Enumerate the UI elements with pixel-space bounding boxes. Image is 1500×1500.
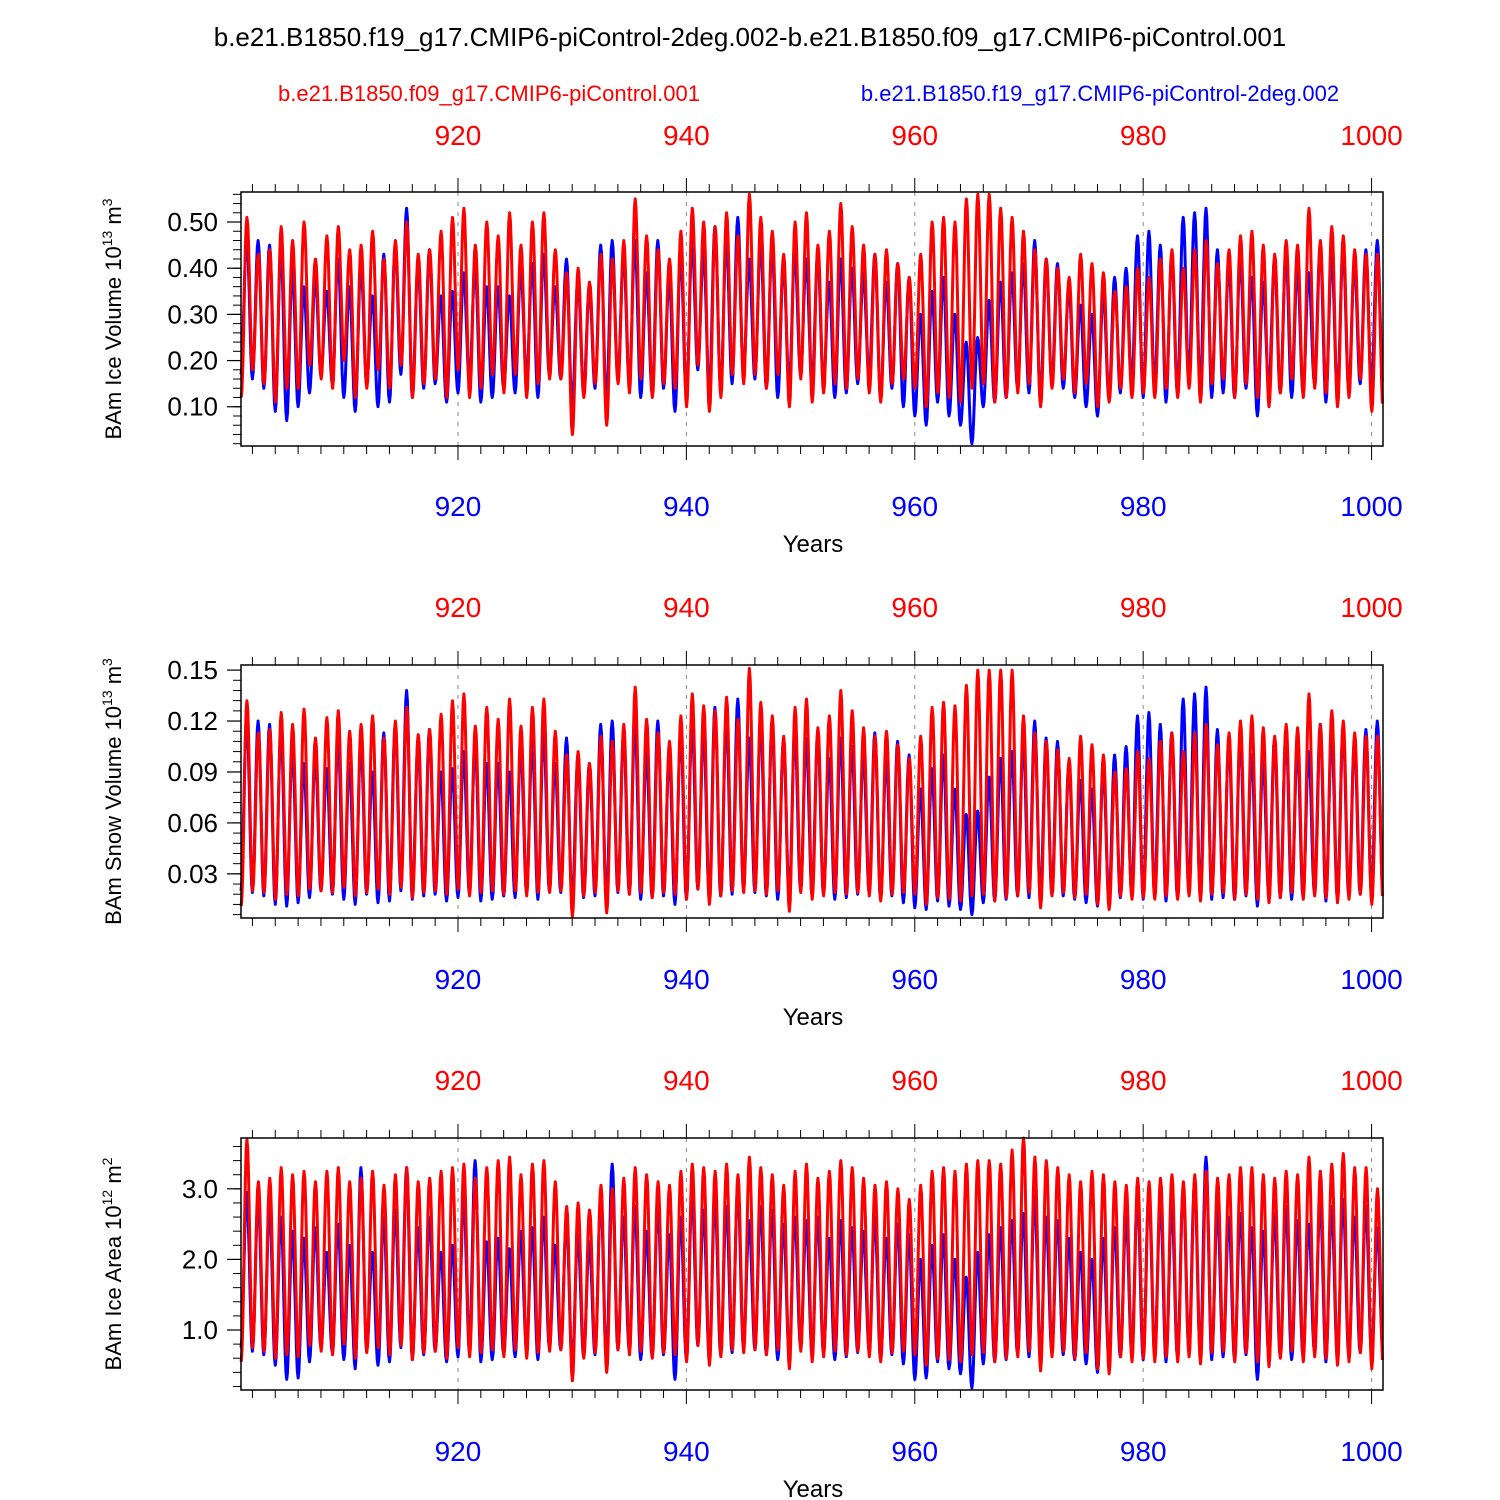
x-tick-label-bottom: 940 (663, 964, 710, 995)
x-tick-label-bottom: 940 (663, 491, 710, 522)
figure-title: b.e21.B1850.f19_g17.CMIP6-piControl-2deg… (214, 22, 1287, 52)
y-axis-label-ylabel-main: BAm Ice Area 10 (101, 1205, 126, 1370)
y-axis-label-ylabel-unit-exp: 3 (99, 198, 115, 206)
series-line-red (239, 192, 1384, 436)
x-tick-label-top: 980 (1120, 120, 1167, 151)
x-axis-label: Years (783, 1476, 844, 1500)
x-tick-label-top: 920 (435, 1065, 482, 1096)
plot-frame (240, 664, 1384, 919)
x-tick-label-top: 940 (663, 1065, 710, 1096)
y-axis-label: BAm Ice Area 1012 m2 (99, 1157, 126, 1370)
y-tick-label: 3.0 (182, 1174, 218, 1204)
y-axis-label-ylabel-exp: 12 (99, 1190, 115, 1206)
y-axis-label-ylabel-exp: 13 (99, 690, 115, 706)
y-tick-label: 0.10 (167, 392, 218, 422)
x-axis-label: Years (783, 531, 844, 558)
legend-red-label: b.e21.B1850.f09_g17.CMIP6-piControl.001 (278, 81, 700, 106)
x-tick-label-bottom: 960 (891, 491, 938, 522)
x-tick-label-top: 1000 (1340, 592, 1402, 623)
y-tick-label: 1.0 (182, 1315, 218, 1345)
plot-frame (240, 191, 1384, 447)
x-tick-label-bottom: 980 (1120, 1436, 1167, 1467)
series-line-blue (239, 206, 1384, 446)
y-tick-label: 0.06 (167, 808, 218, 838)
x-tick-label-bottom: 920 (435, 491, 482, 522)
y-axis-label-ylabel-unit-exp: 3 (99, 658, 115, 666)
x-tick-label-bottom: 940 (663, 1436, 710, 1467)
x-tick-label-top: 920 (435, 120, 482, 151)
series-line-red (239, 666, 1384, 918)
x-tick-label-bottom: 920 (435, 964, 482, 995)
y-axis-label-ylabel-main: BAm Snow Volume 10 (101, 706, 126, 925)
y-tick-label: 2.0 (182, 1244, 218, 1274)
x-tick-label-top: 940 (663, 592, 710, 623)
y-axis-label-ylabel-unit-exp: 2 (99, 1157, 115, 1165)
x-tick-label-top: 1000 (1340, 120, 1402, 151)
y-axis-label-ylabel-unit: m (101, 206, 126, 230)
chart-panel-2: 0.03 0.06 0.09 0.12 0.15 920 920 940 940 960 960 98… (99, 592, 1403, 1031)
plot-frame (240, 1137, 1384, 1391)
x-tick-label-top: 920 (435, 592, 482, 623)
y-tick-label: 0.40 (167, 253, 218, 283)
x-tick-label-bottom: 980 (1120, 964, 1167, 995)
x-tick-label-top: 1000 (1340, 1065, 1402, 1096)
x-tick-label-bottom: 1000 (1340, 1436, 1402, 1467)
y-tick-label: 0.09 (167, 757, 218, 787)
y-tick-label: 0.20 (167, 346, 218, 376)
x-tick-label-top: 980 (1120, 592, 1167, 623)
x-tick-label-top: 940 (663, 120, 710, 151)
x-tick-label-top: 960 (891, 1065, 938, 1096)
x-tick-label-top: 960 (891, 592, 938, 623)
y-axis-label-ylabel-main: BAm Ice Volume 10 (101, 246, 126, 439)
y-tick-label: 0.03 (167, 859, 218, 889)
series-line-red (239, 1136, 1384, 1383)
x-tick-label-top: 960 (891, 120, 938, 151)
x-axis-label: Years (783, 1004, 844, 1031)
x-tick-label-bottom: 1000 (1340, 491, 1402, 522)
y-axis-label-ylabel-unit: m (101, 1165, 126, 1189)
y-tick-label: 0.15 (167, 655, 218, 685)
legend-blue-label: b.e21.B1850.f19_g17.CMIP6-piControl-2deg… (861, 81, 1339, 106)
x-tick-label-bottom: 1000 (1340, 964, 1402, 995)
y-axis-label: BAm Snow Volume 1013 m3 (99, 658, 126, 925)
x-tick-label-bottom: 960 (891, 964, 938, 995)
x-tick-label-bottom: 980 (1120, 491, 1167, 522)
x-tick-label-top: 980 (1120, 1065, 1167, 1096)
y-axis-label-ylabel-unit: m (101, 666, 126, 690)
y-tick-label: 0.50 (167, 207, 218, 237)
chart-panel-1: 0.10 0.20 0.30 0.40 0.50 920 920 940 940 960 960 98… (99, 120, 1403, 558)
x-tick-label-bottom: 960 (891, 1436, 938, 1467)
y-axis-label: BAm Ice Volume 1013 m3 (99, 198, 126, 439)
y-tick-label: 0.12 (167, 706, 218, 736)
y-axis-label-ylabel-exp: 13 (99, 231, 115, 247)
y-tick-label: 0.30 (167, 299, 218, 329)
chart-panel-3: 1.0 2.0 3.0 920 920 940 940 960 960 980 980 1000 100… (99, 1065, 1403, 1500)
x-tick-label-bottom: 920 (435, 1436, 482, 1467)
